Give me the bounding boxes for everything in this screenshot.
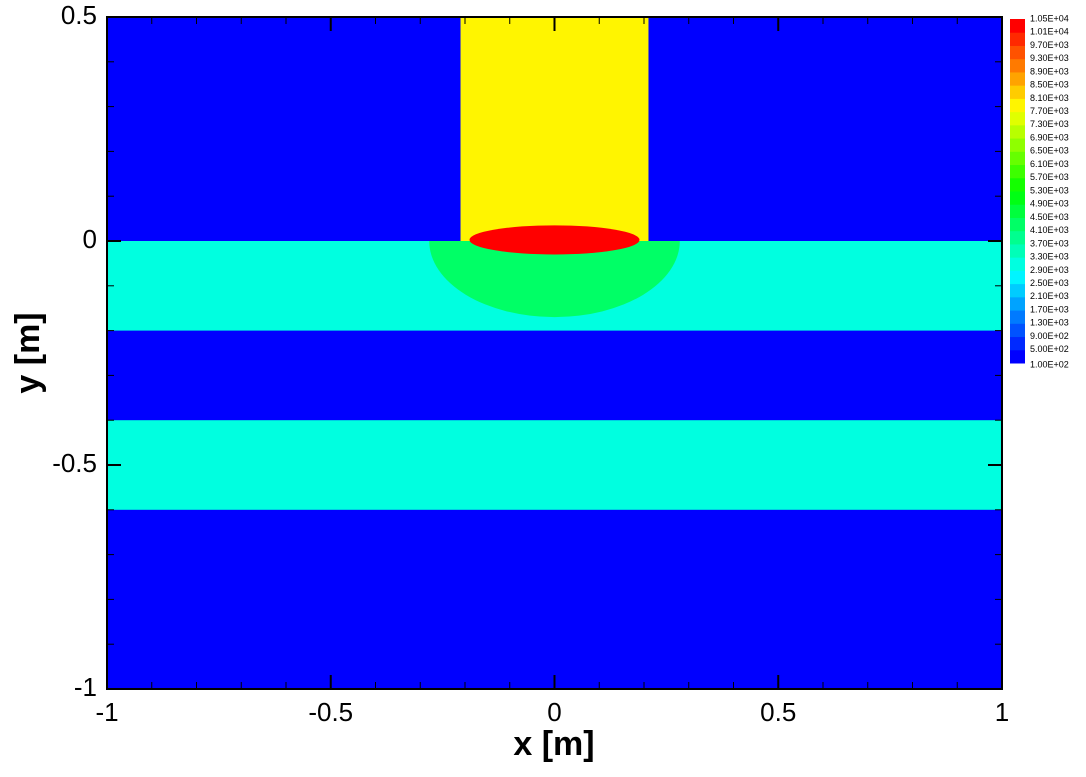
colorbar-band (1010, 204, 1025, 218)
colorbar-label: 4.10E+03 (1030, 225, 1069, 235)
colorbar-band (1010, 138, 1025, 152)
y-axis-label: y [m] (9, 312, 47, 393)
colorbar-label: 9.30E+03 (1030, 53, 1069, 63)
colorbar-label: 6.50E+03 (1030, 146, 1069, 156)
colorbar-band (1010, 111, 1025, 126)
colorbar-band (1010, 98, 1025, 113)
colorbar-band (1010, 217, 1025, 232)
colorbar-label: 1.05E+04 (1030, 13, 1069, 23)
colorbar-label: 8.50E+03 (1030, 80, 1069, 90)
colorbar-label: 9.00E+02 (1030, 331, 1069, 341)
colorbar-band (1010, 124, 1025, 139)
colorbar-label: 1.01E+04 (1030, 27, 1069, 37)
colorbar-label: 5.30E+03 (1030, 185, 1069, 195)
colorbar-band (1010, 349, 1025, 364)
colorbar-label: 6.10E+03 (1030, 159, 1069, 169)
colorbar-label: 2.90E+03 (1030, 265, 1069, 275)
colorbar-band (1010, 296, 1025, 311)
colorbar-band (1010, 230, 1025, 245)
colorbar-band (1010, 85, 1025, 99)
colorbar-band (1010, 191, 1025, 205)
colorbar-band (1010, 310, 1025, 324)
colorbar-label: 5.70E+03 (1030, 172, 1069, 182)
colorbar-label: 7.70E+03 (1030, 106, 1069, 116)
colorbar-band (1010, 243, 1025, 258)
colorbar-band (1010, 58, 1025, 73)
x-tick-label: -1 (95, 697, 118, 727)
colorbar-band (1010, 283, 1025, 298)
colorbar-band (1010, 164, 1025, 179)
x-tick-label: 0 (547, 697, 561, 727)
y-tick-label: -1 (74, 672, 97, 702)
colorbar-band (1010, 257, 1025, 271)
x-tick-label: 0.5 (760, 697, 796, 727)
y-tick-label: 0 (83, 224, 97, 254)
colorbar-label: 2.50E+03 (1030, 278, 1069, 288)
colorbar-band (1010, 71, 1025, 86)
colorbar-band (1010, 19, 1025, 33)
contour-region (429, 241, 680, 318)
colorbar-label: 7.30E+03 (1030, 119, 1069, 129)
colorbar-label: 5.00E+02 (1030, 344, 1069, 354)
contour-region (469, 225, 640, 255)
y-tick-label: 0.5 (61, 0, 97, 30)
contour-region (460, 17, 649, 241)
colorbar-label: 8.10E+03 (1030, 93, 1069, 103)
colorbar-label: 1.30E+03 (1030, 318, 1069, 328)
colorbar-label: 9.70E+03 (1030, 40, 1069, 50)
colorbar-band (1010, 45, 1025, 60)
colorbar-band (1010, 323, 1025, 338)
colorbar-band (1010, 336, 1025, 351)
contour-region (107, 420, 1002, 510)
x-axis-label: x [m] (513, 725, 594, 763)
colorbar-label: 2.10E+03 (1030, 291, 1069, 301)
colorbar-label: 3.70E+03 (1030, 238, 1069, 248)
colorbar-label: 1.00E+02 (1030, 359, 1069, 369)
colorbar-label: 4.50E+03 (1030, 212, 1069, 222)
x-tick-label: -0.5 (308, 697, 353, 727)
colorbar-band (1010, 270, 1025, 285)
colorbar-band (1010, 177, 1025, 192)
colorbar-label: 1.70E+03 (1030, 304, 1069, 314)
colorbar-label: 4.90E+03 (1030, 199, 1069, 209)
colorbar-label: 8.90E+03 (1030, 66, 1069, 76)
y-tick-label: -0.5 (52, 448, 97, 478)
colorbar-label: 6.90E+03 (1030, 132, 1069, 142)
colorbar-label: 3.30E+03 (1030, 252, 1069, 262)
colorbar-band (1010, 151, 1025, 166)
x-tick-label: 1 (995, 697, 1009, 727)
colorbar-band (1010, 32, 1025, 46)
